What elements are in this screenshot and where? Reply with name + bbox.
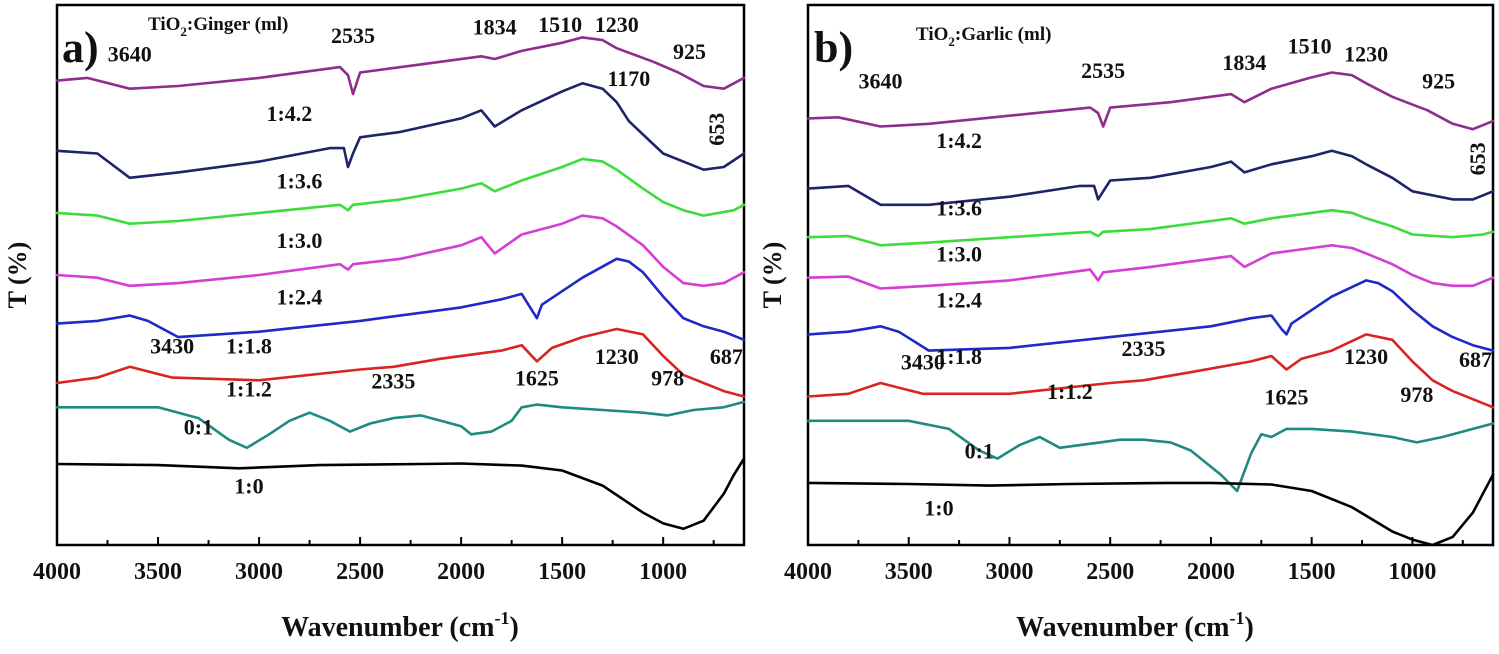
peak-annotation: 1170	[607, 66, 650, 91]
x-tick-label: 3000	[985, 559, 1033, 585]
peak-annotation: 2335	[371, 368, 415, 393]
peak-annotation: 3640	[108, 42, 152, 67]
peak-annotation: 978	[1400, 382, 1433, 407]
series-ratio-label: 1:3.0	[936, 242, 982, 267]
peak-annotation: 1230	[1344, 42, 1388, 67]
x-tick-label: 2000	[1187, 559, 1235, 585]
x-tick-label: 2500	[1086, 559, 1134, 585]
x-tick-label: 1000	[1388, 559, 1436, 585]
series-ratio-label: 1:1.2	[226, 377, 272, 402]
series-ratio-label: 1:3.6	[277, 169, 323, 194]
peak-annotation: 1625	[515, 366, 559, 391]
series-ratio-label: 1:4.2	[266, 101, 312, 126]
series-ratio-label: 1:1.8	[936, 344, 982, 369]
peak-annotation: 1834	[1222, 50, 1266, 75]
series-ratio-label: 1:4.2	[936, 128, 982, 153]
peak-annotation: 687	[710, 344, 743, 369]
series-ratio-label: 1:3.6	[936, 196, 982, 221]
plot-frame	[806, 3, 1495, 547]
series-line-1-2.4	[806, 244, 1495, 290]
x-tick-label: 1000	[639, 559, 687, 585]
series-line-1-4.2	[55, 36, 746, 96]
peak-annotation: 925	[673, 39, 706, 64]
series-ratio-label: 1:2.4	[936, 287, 982, 312]
x-tick-label: 1500	[1288, 559, 1336, 585]
series-line-1-1.8	[806, 279, 1495, 352]
series-ratio-label: 1:2.4	[277, 285, 323, 310]
peak-annotation: 1834	[473, 15, 517, 40]
series-ratio-label: 1:1.8	[226, 333, 272, 358]
x-tick-label: 3000	[235, 559, 283, 585]
series-line-1-3.0	[806, 208, 1495, 247]
series-ratio-label: 1:0	[234, 474, 263, 499]
peak-annotation: 2335	[1121, 336, 1165, 361]
peak-annotation: 1230	[1344, 344, 1388, 369]
series-line-0-1	[806, 419, 1495, 493]
series-line-0-1	[55, 400, 746, 450]
peak-annotation: 687	[1459, 347, 1492, 372]
series-ratio-label: 0:1	[184, 414, 213, 439]
y-axis-label: T (%)	[758, 242, 787, 309]
series-line-1-2.4	[55, 214, 746, 288]
y-axis-label: T (%)	[3, 242, 32, 309]
peak-annotation: 2535	[1081, 58, 1125, 83]
series-ratio-label: 1:1.2	[1047, 379, 1093, 404]
panel-a-ginger: 4000 3500 3000 2500 2000 1500 1000 Wavenumber (…	[3, 3, 746, 643]
series-ratio-label: 1:3.0	[277, 228, 323, 253]
x-tick-label: 3500	[134, 559, 182, 585]
panel-title: TiO2:Ginger (ml)	[148, 14, 288, 39]
x-tick-label: 1500	[538, 559, 586, 585]
panel-title: TiO2:Garlic (ml)	[916, 24, 1051, 49]
x-tick-label: 3500	[885, 559, 933, 585]
series-line-1-1.2	[55, 327, 746, 398]
series-line-1-1.2	[806, 333, 1495, 409]
peak-annotation: 1510	[1288, 34, 1332, 59]
peak-annotation: 1510	[538, 12, 582, 37]
peak-annotation: 1230	[595, 344, 639, 369]
series-line-1-0	[806, 473, 1495, 547]
series-line-1-3.6	[55, 82, 746, 180]
series-line-1-3.0	[55, 157, 746, 225]
peak-annotation: 653	[1465, 142, 1490, 175]
series-line-1-4.2	[806, 71, 1495, 131]
series-ratio-label: 1:0	[924, 495, 953, 520]
series-ratio-label: 0:1	[965, 439, 994, 464]
peak-annotation: 3430	[150, 333, 194, 358]
x-axis-label: Wavenumber (cm-1)	[1016, 608, 1254, 643]
peak-annotation: 2535	[331, 23, 375, 48]
x-axis-label: Wavenumber (cm-1)	[281, 608, 519, 643]
peak-annotation: 978	[651, 366, 684, 391]
x-tick-label: 2500	[336, 559, 384, 585]
peak-annotation: 1625	[1264, 385, 1308, 410]
peak-annotation: 653	[704, 113, 729, 146]
x-tick-label: 4000	[33, 559, 81, 585]
peak-annotation: 3640	[859, 69, 903, 94]
panel-letter: a)	[62, 23, 99, 72]
panel-b-garlic: 4000 3500 3000 2500 2000 1500 1000 Wavenumber (…	[758, 3, 1495, 643]
x-tick-label: 2000	[437, 559, 485, 585]
x-tick-label: 4000	[784, 559, 832, 585]
series-line-1-3.6	[806, 149, 1495, 207]
series-line-1-1.8	[55, 257, 746, 342]
series-line-1-0	[55, 457, 746, 531]
panel-letter: b)	[814, 23, 853, 72]
peak-annotation: 925	[1422, 69, 1455, 94]
peak-annotation: 3430	[901, 350, 945, 375]
peak-annotation: 1230	[595, 12, 639, 37]
